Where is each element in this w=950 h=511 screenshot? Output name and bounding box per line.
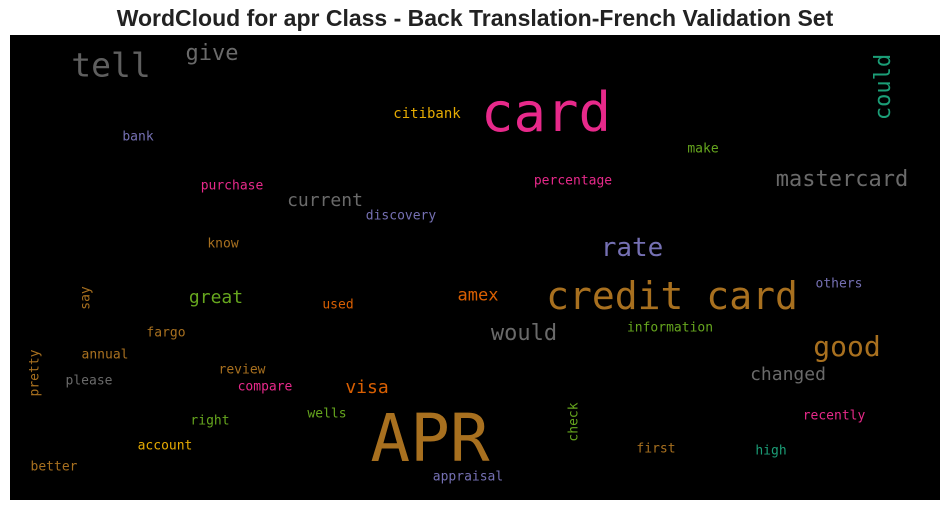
word-tell: tell [71,45,151,85]
word-used: used [322,297,354,313]
word-amex: amex [457,285,499,306]
word-card: card [480,81,612,144]
word-wells: wells [307,406,347,422]
word-appraisal: appraisal [432,469,504,485]
word-say: say [78,286,94,310]
word-review: review [218,362,266,378]
word-pretty: pretty [27,349,43,397]
word-fargo: fargo [146,325,186,341]
word-rate: rate [600,233,664,263]
word-annual: annual [81,347,129,363]
word-good: good [813,330,881,363]
word-compare: compare [237,379,293,395]
word-account: account [137,438,193,454]
word-please: please [65,373,113,389]
word-purchase: purchase [200,178,264,194]
word-could: could [871,53,896,121]
word-credit-card: credit card [546,274,798,318]
word-check: check [566,402,582,442]
word-apr: APR [370,400,490,477]
word-mastercard: mastercard [775,167,909,192]
word-high: high [755,443,787,459]
chart-title: WordCloud for apr Class - Back Translati… [116,5,834,31]
word-current: current [287,190,363,211]
word-citibank: citibank [393,106,461,122]
word-right: right [190,413,230,429]
word-visa: visa [345,377,389,398]
word-others: others [815,276,863,292]
wordcloud-canvas: APR card credit card tell give could mastercar… [10,35,940,500]
word-great: great [188,287,244,308]
word-bank: bank [122,129,154,145]
word-changed: changed [750,364,826,385]
word-give: give [185,41,239,66]
word-make: make [687,141,719,157]
word-would: would [490,321,558,346]
word-know: know [207,236,239,252]
word-better: better [30,459,78,475]
word-first: first [636,441,676,457]
word-percentage: percentage [533,173,613,189]
word-information: information [626,320,714,336]
word-recently: recently [802,408,866,424]
word-discovery: discovery [365,208,437,224]
